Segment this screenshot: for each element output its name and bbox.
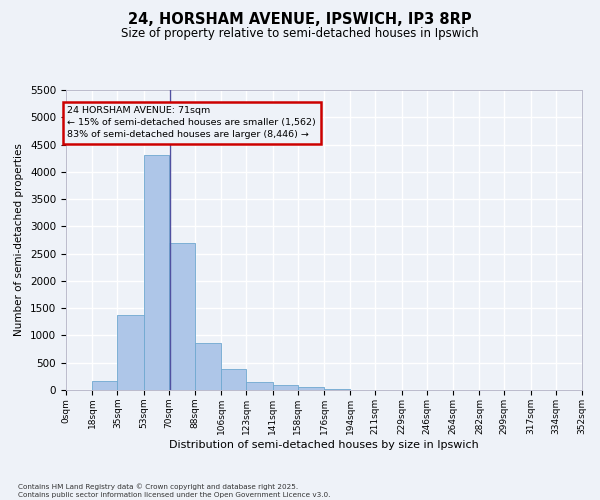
Bar — [143, 156, 169, 390]
Bar — [195, 343, 221, 390]
Bar — [298, 386, 324, 390]
Bar — [92, 380, 118, 390]
Bar — [247, 382, 272, 390]
Text: Contains HM Land Registry data © Crown copyright and database right 2025.
Contai: Contains HM Land Registry data © Crown c… — [18, 484, 331, 498]
Bar — [118, 314, 143, 390]
Bar — [272, 384, 298, 390]
Bar — [324, 389, 350, 390]
Text: Size of property relative to semi-detached houses in Ipswich: Size of property relative to semi-detach… — [121, 28, 479, 40]
Text: 24, HORSHAM AVENUE, IPSWICH, IP3 8RP: 24, HORSHAM AVENUE, IPSWICH, IP3 8RP — [128, 12, 472, 28]
Y-axis label: Number of semi-detached properties: Number of semi-detached properties — [14, 144, 25, 336]
Bar — [221, 368, 247, 390]
Bar — [169, 242, 195, 390]
Text: 24 HORSHAM AVENUE: 71sqm
← 15% of semi-detached houses are smaller (1,562)
83% o: 24 HORSHAM AVENUE: 71sqm ← 15% of semi-d… — [67, 106, 316, 139]
X-axis label: Distribution of semi-detached houses by size in Ipswich: Distribution of semi-detached houses by … — [169, 440, 479, 450]
